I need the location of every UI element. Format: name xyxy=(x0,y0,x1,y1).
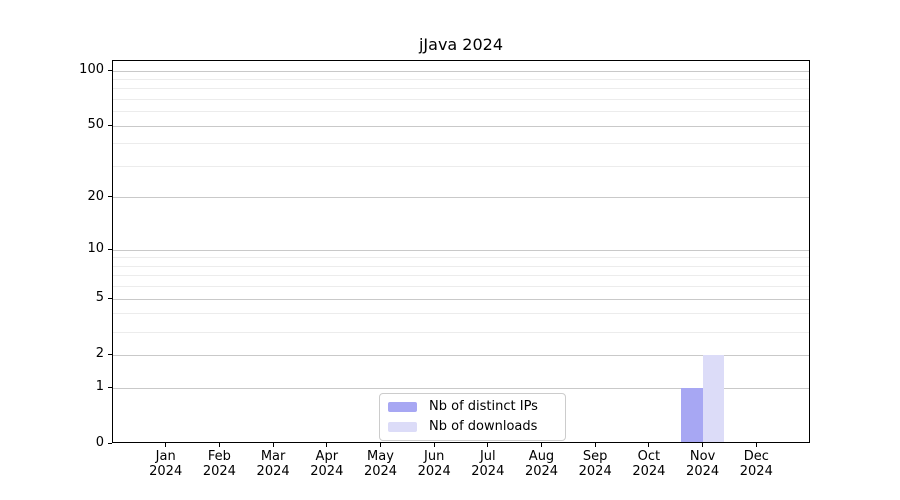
x-axis-tick-label: Jun 2024 xyxy=(417,449,451,479)
gridline-minor xyxy=(113,166,809,167)
y-axis-tick-label: 20 xyxy=(87,188,104,204)
y-axis-tick xyxy=(108,196,112,198)
gridline-minor xyxy=(113,313,809,315)
legend-swatch xyxy=(388,402,417,413)
gridline-minor xyxy=(113,265,809,267)
legend-label: Nb of downloads xyxy=(429,418,538,434)
gridline-major xyxy=(113,354,809,356)
gridline-minor xyxy=(113,111,809,113)
bar-nb-of-downloads xyxy=(702,355,725,442)
gridline-major xyxy=(113,298,809,300)
gridline-minor xyxy=(113,143,809,145)
y-axis-tick-label: 0 xyxy=(95,435,104,450)
chart-title: jJava 2024 xyxy=(418,35,504,54)
legend-item: Nb of downloads xyxy=(388,419,557,435)
x-axis-tick-label: Oct 2024 xyxy=(632,449,666,479)
y-axis-tick xyxy=(108,386,112,388)
x-axis-tick xyxy=(326,443,328,447)
x-axis-tick xyxy=(165,443,167,447)
gridline-minor xyxy=(113,257,809,259)
x-axis-tick xyxy=(702,443,704,447)
y-axis-tick-label: 50 xyxy=(87,117,104,133)
x-axis-tick xyxy=(487,443,489,447)
gridline-major xyxy=(113,197,809,199)
gridline-major xyxy=(113,387,809,389)
gridline-minor xyxy=(113,275,809,277)
y-axis-tick xyxy=(108,124,112,126)
x-axis-tick xyxy=(433,443,435,447)
y-axis-tick-label: 2 xyxy=(95,346,104,362)
gridline-major xyxy=(113,125,809,127)
x-axis-tick xyxy=(541,443,542,447)
x-axis-tick-label: May 2024 xyxy=(363,449,398,479)
y-axis-tick xyxy=(108,442,112,444)
y-axis-tick xyxy=(108,69,112,71)
legend: Nb of distinct IPs Nb of downloads xyxy=(379,393,566,441)
plot-area xyxy=(112,60,810,443)
y-axis-tick-label: 1 xyxy=(95,379,104,394)
gridline-minor xyxy=(113,331,809,333)
gridline-major xyxy=(113,249,809,251)
gridline-minor xyxy=(113,78,809,80)
x-axis-tick-label: Dec 2024 xyxy=(739,449,773,479)
x-axis-tick-label: Jul 2024 xyxy=(471,449,505,479)
x-axis-tick-label: Jan 2024 xyxy=(149,449,183,479)
x-axis-tick-label: Apr 2024 xyxy=(310,449,344,479)
x-axis-tick-label: Aug 2024 xyxy=(524,449,559,479)
x-axis-tick-label: Sep 2024 xyxy=(578,449,612,479)
bar-nb-of-distinct-ips xyxy=(681,388,703,442)
x-axis-tick xyxy=(272,443,274,447)
x-axis-tick-label: Mar 2024 xyxy=(256,449,290,479)
x-axis-tick xyxy=(218,443,220,447)
x-axis-tick xyxy=(648,443,650,447)
x-axis-tick xyxy=(380,443,381,447)
y-axis-tick xyxy=(108,353,112,355)
y-axis-tick xyxy=(108,297,112,299)
gridline-minor xyxy=(113,99,809,100)
y-axis-tick xyxy=(108,248,112,250)
x-axis-tick xyxy=(594,443,596,447)
x-axis-tick xyxy=(755,443,757,447)
y-axis-tick-label: 10 xyxy=(87,241,104,257)
legend-label: Nb of distinct IPs xyxy=(429,399,538,415)
gridline-major xyxy=(113,70,809,72)
gridline-minor xyxy=(113,286,809,288)
legend-item: Nb of distinct IPs xyxy=(388,399,557,415)
x-axis-tick-label: Nov 2024 xyxy=(686,449,720,479)
y-axis-tick-label: 100 xyxy=(79,62,104,77)
legend-swatch xyxy=(388,421,417,432)
gridline-minor xyxy=(113,88,809,90)
y-axis-tick-label: 5 xyxy=(95,290,104,306)
x-axis-tick-label: Feb 2024 xyxy=(202,449,236,479)
